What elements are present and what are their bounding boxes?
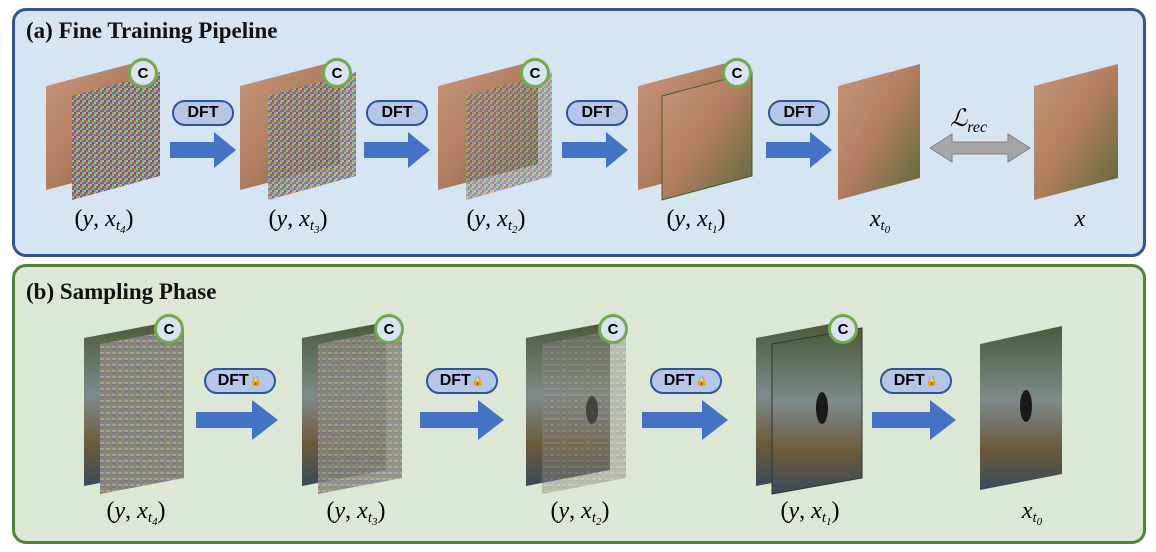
lock-icon: 🔒 bbox=[925, 375, 939, 387]
image-stack-a1 bbox=[46, 60, 160, 200]
label-y-xt4-b: (y, xt4) bbox=[106, 498, 166, 528]
arrow-b4 bbox=[872, 400, 956, 440]
arrow-a2 bbox=[364, 132, 430, 168]
arrow-a4 bbox=[766, 132, 832, 168]
label-x-a: x bbox=[1074, 206, 1086, 232]
label-y-xt1-a: (y, xt1) bbox=[666, 206, 726, 236]
image-stack-b3 bbox=[526, 322, 626, 494]
image-xt0-a bbox=[838, 64, 920, 200]
panel-a-title: (a) Fine Training Pipeline bbox=[26, 18, 278, 43]
panel-fine-training bbox=[12, 8, 1146, 257]
panel-b-title: (b) Sampling Phase bbox=[26, 279, 217, 304]
arrow-b2 bbox=[420, 400, 504, 440]
lock-icon: 🔒 bbox=[471, 375, 485, 387]
arrows bbox=[170, 132, 956, 440]
label-xt0-a: xt0 bbox=[869, 206, 891, 236]
dft-locked-pill: DFT 🔒 bbox=[880, 368, 952, 394]
dft-pill: DFT bbox=[172, 100, 234, 126]
condition-badge: C bbox=[154, 314, 184, 344]
image-stack-b4 bbox=[756, 322, 863, 495]
condition-badge: C bbox=[322, 58, 352, 88]
label-y-xt3-b: (y, xt3) bbox=[326, 498, 386, 528]
condition-badge: C bbox=[828, 314, 858, 344]
condition-badge: C bbox=[520, 58, 550, 88]
dft-locked-pill: DFT 🔒 bbox=[204, 368, 276, 394]
dft-locked-pill: DFT 🔒 bbox=[426, 368, 498, 394]
dft-pill: DFT bbox=[366, 100, 428, 126]
label-y-xt3-a: (y, xt3) bbox=[268, 206, 328, 236]
condition-badge: C bbox=[598, 314, 628, 344]
label-y-xt4-a: (y, xt4) bbox=[74, 206, 134, 236]
label-xt0-b: xt0 bbox=[1021, 498, 1043, 528]
dft-locked-pill: DFT 🔒 bbox=[650, 368, 722, 394]
lock-icon: 🔒 bbox=[249, 375, 263, 387]
loss-label: ℒrec bbox=[950, 106, 988, 136]
label-y-xt2-a: (y, xt2) bbox=[466, 206, 526, 236]
lock-icon: 🔒 bbox=[695, 375, 709, 387]
image-stack-b2 bbox=[302, 322, 402, 494]
image-stack-a3 bbox=[438, 60, 552, 200]
image-xt0-b bbox=[980, 326, 1062, 490]
arrow-a1 bbox=[170, 132, 236, 168]
arrow-b3 bbox=[642, 400, 728, 440]
image-stack-a2 bbox=[240, 60, 356, 200]
condition-badge: C bbox=[374, 314, 404, 344]
dft-pill: DFT bbox=[566, 100, 628, 126]
image-stack-a4 bbox=[638, 60, 753, 201]
condition-badge: C bbox=[722, 58, 752, 88]
image-stack-b1 bbox=[84, 322, 184, 494]
dft-pill: DFT bbox=[768, 100, 830, 126]
label-y-xt1-b: (y, xt1) bbox=[780, 498, 840, 528]
image-x-a bbox=[1034, 64, 1118, 200]
label-y-xt2-b: (y, xt2) bbox=[550, 498, 610, 528]
arrow-b1 bbox=[196, 400, 278, 440]
condition-badge: C bbox=[128, 58, 158, 88]
loss-double-arrow bbox=[929, 133, 1031, 163]
arrow-a3 bbox=[562, 132, 628, 168]
